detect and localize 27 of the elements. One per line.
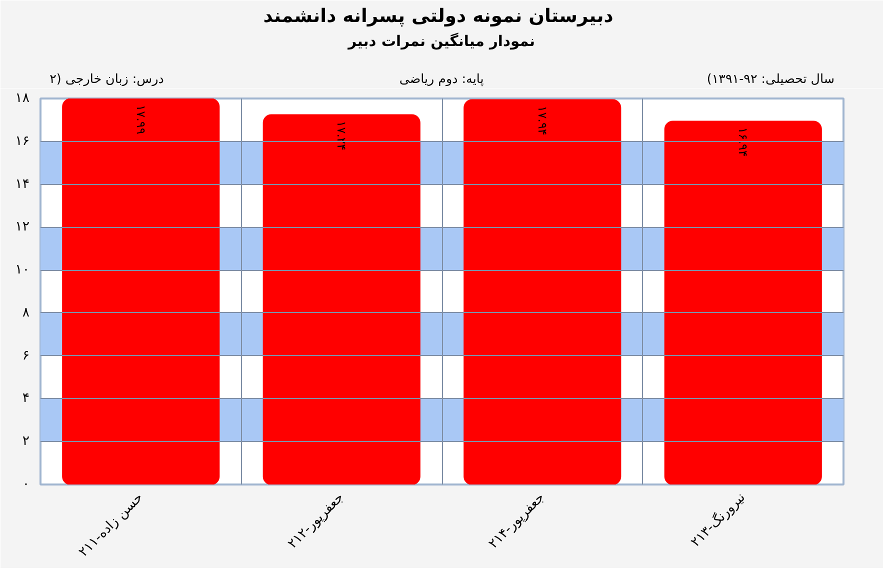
- chart-subtitle: نمودار میانگین نمرات دبیر: [347, 32, 535, 50]
- y-tick-label: ۶: [22, 348, 30, 364]
- x-tick-label: حسن زاده-۲۱۱: [76, 490, 146, 560]
- data-label: ۱۶.۹۴: [736, 127, 750, 157]
- chart-title: دبیرستان نمونه دولتی پسرانه دانشمند: [263, 6, 614, 27]
- y-tick-label: ۱۶: [15, 134, 30, 149]
- bar: [262, 114, 420, 484]
- data-label: ۱۷.۹۴: [535, 106, 550, 136]
- y-tick-label: ۰: [22, 477, 30, 492]
- data-label: ۱۷.۹۹: [134, 104, 148, 134]
- y-tick-label: ۱۸: [15, 91, 30, 106]
- x-tick-label: جعفرپور-۲۱۲: [285, 490, 347, 552]
- y-tick-label: ۴: [22, 391, 30, 406]
- y-tick-label: ۱۲: [15, 220, 30, 235]
- x-tick-label: نیرورنگ-۲۱۳: [688, 489, 748, 550]
- text: درس: زبان خارجی (۲: [50, 71, 164, 87]
- bar: [62, 98, 220, 484]
- y-tick-label: ۱۴: [15, 176, 30, 192]
- bar: [664, 120, 822, 484]
- bar: [464, 99, 622, 484]
- y-tick-label: ۲: [22, 434, 30, 450]
- text: پایه: دوم ریاضی: [399, 71, 484, 87]
- data-label: ۱۷.۲۴: [334, 120, 349, 150]
- x-tick-label: جعفرپور-۲۱۴: [486, 490, 548, 552]
- y-tick-label: ۱۰: [15, 262, 30, 278]
- y-tick-label: ۸: [22, 305, 30, 320]
- text: (سال تحصیلی: ۹۲-۱۳۹۱: [706, 71, 834, 86]
